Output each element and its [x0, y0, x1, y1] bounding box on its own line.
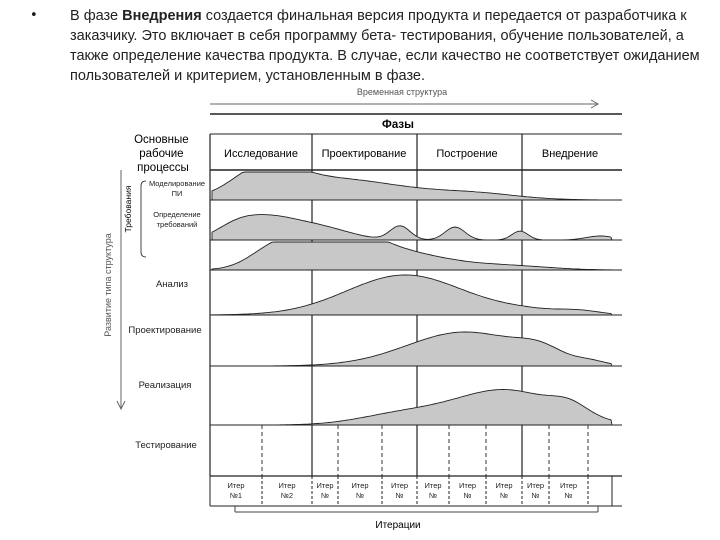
workflow-effort-curve [211, 241, 613, 271]
iteration-label: Итер № [459, 481, 476, 500]
time-axis-arrowhead [590, 99, 600, 109]
workflow-row: Тестирование [135, 389, 622, 451]
bullet-marker: • [30, 8, 38, 23]
phase-name: Построение [436, 148, 497, 160]
phase-name: Внедрение [542, 148, 598, 160]
workflow-label: Проектирование [128, 325, 201, 336]
iteration-cells: Итер №1 Итер №2 Итер № Итер № Итер № Итер № Итер № Ите… [209, 475, 622, 507]
workflow-label: Определение требований [153, 210, 200, 229]
phase-name: Исследование [224, 148, 298, 160]
iteration-label: Итер № [424, 481, 441, 500]
workflow-label: Анализ [156, 279, 188, 290]
phase-names: Исследование Проектирование Построение Внед… [224, 148, 598, 160]
workflow-label: Тестирование [135, 440, 197, 451]
workflow-label: Моделирование ПИ [149, 179, 205, 198]
iteration-label: Итер № [351, 481, 368, 500]
workflow-row: Анализ [156, 241, 622, 290]
iteration-markers [261, 425, 589, 476]
workflow-rows: Моделирование ПИ Определение требований Анал… [128, 171, 622, 451]
bullet-text-emphasis: Внедрения [122, 8, 202, 24]
iteration-label: Итер №1 [227, 481, 244, 500]
time-axis-label: Временная структура [357, 87, 447, 97]
slide-bullet: • В фазе Внедрения создается финальная в… [0, 0, 720, 96]
workflow-row: Моделирование ПИ [149, 171, 622, 201]
requirements-label: Требования [123, 185, 133, 232]
iteration-label: Итер № [316, 481, 333, 500]
iteration-label: Итер № [495, 481, 512, 500]
iterations-label: Итерации [375, 520, 420, 531]
iteration-label: Итер № [560, 481, 577, 500]
iteration-label: Итер № [391, 481, 408, 500]
iteration-label: Итер №2 [278, 481, 295, 500]
workflow-effort-curve [212, 389, 613, 426]
bullet-text-rest: создается финальная версия продукта и пе… [70, 8, 700, 84]
bullet-text-lead: В фазе [70, 8, 123, 24]
phases-title: Фазы [382, 119, 414, 131]
core-processes-label: Основные рабочие процессы [134, 134, 192, 174]
content-axis-arrowhead [116, 400, 126, 411]
workflow-row: Определение требований [153, 210, 622, 241]
workflow-row: Реализация [139, 331, 622, 391]
workflow-effort-curve [211, 214, 613, 241]
workflow-effort-curve [212, 331, 613, 367]
workflow-label: Реализация [139, 380, 192, 391]
workflow-row: Проектирование [128, 274, 622, 336]
workflow-effort-curve [211, 171, 613, 201]
content-axis-label: Развитие типа структура [103, 233, 113, 336]
workflow-effort-curve [211, 274, 613, 316]
bullet-paragraph: В фазе Внедрения создается финальная вер… [70, 6, 710, 86]
phase-name: Проектирование [322, 148, 407, 160]
requirements-bracket [140, 180, 147, 258]
iteration-label: Итер № [527, 481, 544, 500]
